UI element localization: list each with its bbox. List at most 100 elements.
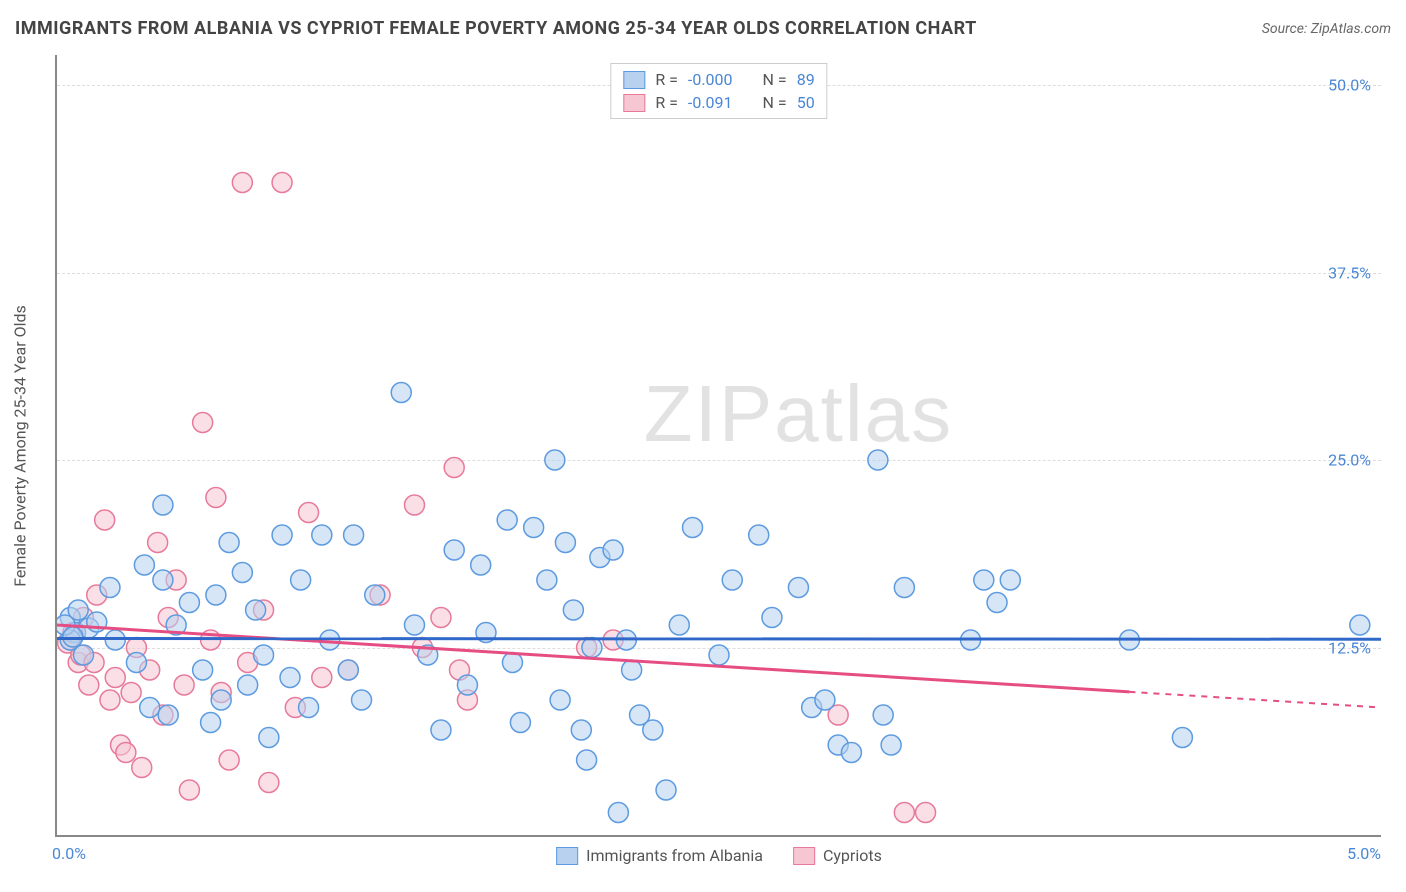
scatter-point [571,720,591,740]
scatter-point [299,503,319,523]
x-tick-label: 5.0% [1347,844,1381,863]
scatter-point [537,570,557,590]
scatter-point [206,585,226,605]
scatter-point [299,698,319,718]
chart-plot-area: ZIPatlas R = -0.000 N = 89 R = -0.091 N … [55,55,1381,837]
series-legend-pink: Cypriots [793,846,882,865]
scatter-point [211,690,231,710]
scatter-point [722,570,742,590]
scatter-point [219,750,239,770]
scatter-point [582,638,602,658]
x-tick-label: 0.0% [52,844,86,863]
scatter-point [471,555,491,575]
scatter-point [238,675,258,695]
series-label-blue: Immigrants from Albania [586,846,763,865]
trend-line [57,639,1381,640]
series-legend-blue: Immigrants from Albania [556,846,763,865]
scatter-point [338,660,358,680]
scatter-point [344,525,364,545]
scatter-point [126,653,146,673]
scatter-point [201,713,221,733]
scatter-point [63,627,83,647]
scatter-point [404,495,424,515]
scatter-point [391,383,411,403]
scatter-point [95,510,115,530]
series-label-pink: Cypriots [823,846,882,865]
scatter-point [815,690,835,710]
legend-n-label: N = [763,70,787,89]
y-axis-label: Female Poverty Among 25-34 Year Olds [11,305,30,587]
scatter-point [105,668,125,688]
scatter-point [254,645,274,665]
scatter-point [153,495,173,515]
scatter-point [916,803,936,823]
source-name: ZipAtlas.com [1311,21,1391,37]
scatter-point [246,600,266,620]
scatter-point [174,675,194,695]
legend-n-label-2: N = [763,93,787,112]
scatter-point [987,593,1007,613]
scatter-point [841,743,861,763]
scatter-point [881,735,901,755]
scatter-point [272,525,292,545]
legend-r-label: R = [655,70,678,89]
scatter-point [873,705,893,725]
scatter-point [148,533,168,553]
series-swatch-pink [793,847,815,865]
scatter-point [608,803,628,823]
scatter-point [669,615,689,635]
scatter-point [749,525,769,545]
source-label: Source: ZipAtlas.com [1262,21,1391,37]
scatter-point [431,720,451,740]
legend-swatch-pink [623,94,645,112]
scatter-point [444,458,464,478]
trend-line [1129,692,1381,708]
scatter-point [524,518,544,538]
scatter-point [788,578,808,598]
scatter-point [502,653,522,673]
series-legend: Immigrants from Albania Cypriots [556,846,882,865]
scatter-point [510,713,530,733]
scatter-point [550,690,570,710]
scatter-point [497,510,517,530]
legend-swatch-blue [623,71,645,89]
legend-r-value-blue: -0.000 [688,70,733,89]
scatter-point [894,803,914,823]
chart-header: IMMIGRANTS FROM ALBANIA VS CYPRIOT FEMAL… [15,18,1391,39]
scatter-point [444,540,464,560]
scatter-point [193,660,213,680]
legend-row-blue: R = -0.000 N = 89 [623,68,814,91]
scatter-point [193,413,213,433]
scatter-point [1350,615,1370,635]
scatter-point [79,675,99,695]
scatter-point [555,533,575,553]
scatter-point [312,668,332,688]
scatter-point [312,525,332,545]
scatter-point [656,780,676,800]
scatter-point [643,720,663,740]
source-prefix: Source: [1262,21,1311,37]
scatter-point [259,773,279,793]
scatter-point [232,173,252,193]
scatter-point [563,600,583,620]
scatter-point [683,518,703,538]
scatter-point [158,705,178,725]
legend-n-value-blue: 89 [797,70,815,89]
scatter-point [545,450,565,470]
chart-title: IMMIGRANTS FROM ALBANIA VS CYPRIOT FEMAL… [15,18,977,39]
scatter-point [974,570,994,590]
scatter-point [179,780,199,800]
scatter-point [100,578,120,598]
legend-r-value-pink: -0.091 [688,93,733,112]
scatter-point [134,555,154,575]
scatter-point [140,698,160,718]
scatter-point [259,728,279,748]
scatter-point [291,570,311,590]
scatter-point [894,578,914,598]
scatter-point [1172,728,1192,748]
legend-row-pink: R = -0.091 N = 50 [623,91,814,114]
scatter-point [577,750,597,770]
scatter-point [365,585,385,605]
scatter-point [352,690,372,710]
scatter-point [206,488,226,508]
